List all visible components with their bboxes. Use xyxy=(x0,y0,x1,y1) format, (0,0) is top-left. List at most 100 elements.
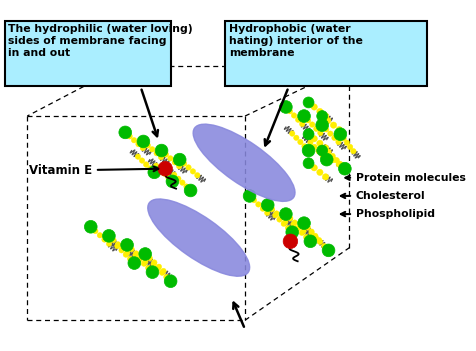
Circle shape xyxy=(119,126,131,139)
Circle shape xyxy=(336,126,342,133)
Circle shape xyxy=(159,270,165,276)
Circle shape xyxy=(155,144,168,157)
Circle shape xyxy=(344,140,349,145)
Circle shape xyxy=(195,173,200,178)
Ellipse shape xyxy=(148,199,250,276)
Circle shape xyxy=(312,144,317,150)
Circle shape xyxy=(334,158,339,163)
Circle shape xyxy=(281,221,287,226)
Text: Protein molecules: Protein molecules xyxy=(346,173,466,183)
Circle shape xyxy=(336,139,341,145)
Circle shape xyxy=(274,211,279,216)
Circle shape xyxy=(123,252,129,257)
Circle shape xyxy=(287,108,293,114)
Circle shape xyxy=(135,154,141,159)
Circle shape xyxy=(313,235,318,240)
Circle shape xyxy=(330,153,335,159)
Circle shape xyxy=(299,121,305,127)
Text: Cholesterol: Cholesterol xyxy=(341,191,426,201)
Circle shape xyxy=(306,118,311,123)
Circle shape xyxy=(139,158,145,163)
Circle shape xyxy=(325,152,331,158)
Circle shape xyxy=(330,122,337,128)
Text: Vitamin E: Vitamin E xyxy=(29,164,158,177)
Circle shape xyxy=(133,252,138,258)
Circle shape xyxy=(125,250,130,256)
Circle shape xyxy=(269,206,275,212)
Circle shape xyxy=(184,184,197,197)
Circle shape xyxy=(305,225,310,230)
Circle shape xyxy=(283,219,288,225)
Circle shape xyxy=(291,221,296,227)
Circle shape xyxy=(115,241,121,247)
Circle shape xyxy=(149,147,155,152)
Circle shape xyxy=(138,255,143,260)
Circle shape xyxy=(273,212,278,218)
Circle shape xyxy=(288,216,293,221)
FancyBboxPatch shape xyxy=(225,21,426,86)
Circle shape xyxy=(161,268,166,274)
Circle shape xyxy=(184,184,189,189)
Circle shape xyxy=(317,140,323,146)
Circle shape xyxy=(147,256,152,261)
Circle shape xyxy=(322,243,327,249)
Circle shape xyxy=(341,136,347,141)
Ellipse shape xyxy=(193,124,295,201)
Circle shape xyxy=(166,175,179,188)
Circle shape xyxy=(143,259,148,265)
Circle shape xyxy=(320,153,333,166)
Circle shape xyxy=(317,169,323,176)
Circle shape xyxy=(279,101,292,113)
Circle shape xyxy=(309,229,314,234)
Circle shape xyxy=(309,122,315,127)
Circle shape xyxy=(177,164,182,169)
Circle shape xyxy=(136,141,141,147)
Circle shape xyxy=(180,180,185,185)
Circle shape xyxy=(304,235,317,248)
Circle shape xyxy=(143,162,149,167)
Circle shape xyxy=(325,118,331,124)
Circle shape xyxy=(176,176,181,181)
Circle shape xyxy=(317,237,322,243)
Circle shape xyxy=(128,257,141,270)
Circle shape xyxy=(303,129,314,140)
Circle shape xyxy=(322,113,329,119)
Circle shape xyxy=(303,234,309,240)
Circle shape xyxy=(158,167,163,172)
Circle shape xyxy=(171,172,177,178)
Circle shape xyxy=(111,237,116,243)
Circle shape xyxy=(317,130,323,136)
Circle shape xyxy=(115,243,120,249)
Circle shape xyxy=(336,161,342,167)
Circle shape xyxy=(298,139,303,145)
Circle shape xyxy=(102,230,115,242)
Circle shape xyxy=(128,256,133,261)
FancyBboxPatch shape xyxy=(5,21,170,86)
Circle shape xyxy=(283,234,298,249)
Circle shape xyxy=(120,246,125,251)
Circle shape xyxy=(164,274,169,280)
Circle shape xyxy=(324,127,329,132)
Circle shape xyxy=(97,233,103,238)
Circle shape xyxy=(129,246,134,252)
Circle shape xyxy=(156,264,162,270)
Circle shape xyxy=(168,155,173,161)
Circle shape xyxy=(84,220,97,233)
Circle shape xyxy=(332,135,337,141)
Circle shape xyxy=(161,171,167,176)
Circle shape xyxy=(298,110,310,122)
Circle shape xyxy=(334,128,347,140)
Circle shape xyxy=(330,157,337,163)
Circle shape xyxy=(338,163,351,175)
Circle shape xyxy=(313,233,318,239)
Circle shape xyxy=(327,131,333,136)
Circle shape xyxy=(322,174,329,180)
Text: The hydrophilic (water loving)
sides of membrane facing
in and out: The hydrophilic (water loving) sides of … xyxy=(8,24,193,58)
Circle shape xyxy=(317,239,323,245)
Circle shape xyxy=(311,135,317,142)
Circle shape xyxy=(301,229,306,234)
Circle shape xyxy=(307,140,313,145)
Circle shape xyxy=(243,190,256,202)
Circle shape xyxy=(172,160,178,165)
Circle shape xyxy=(137,135,150,148)
